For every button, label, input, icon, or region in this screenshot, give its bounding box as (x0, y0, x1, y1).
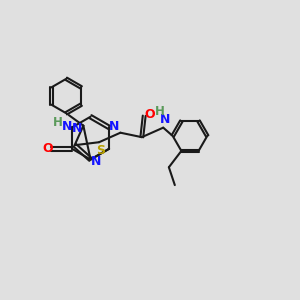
Text: O: O (144, 108, 155, 121)
Text: N: N (91, 155, 102, 168)
Text: N: N (61, 120, 72, 133)
Text: H: H (53, 116, 63, 129)
Text: O: O (42, 142, 53, 155)
Text: H: H (155, 105, 165, 118)
Text: N: N (109, 120, 120, 133)
Text: S: S (96, 144, 105, 157)
Text: N: N (160, 113, 170, 126)
Text: N: N (72, 122, 82, 134)
